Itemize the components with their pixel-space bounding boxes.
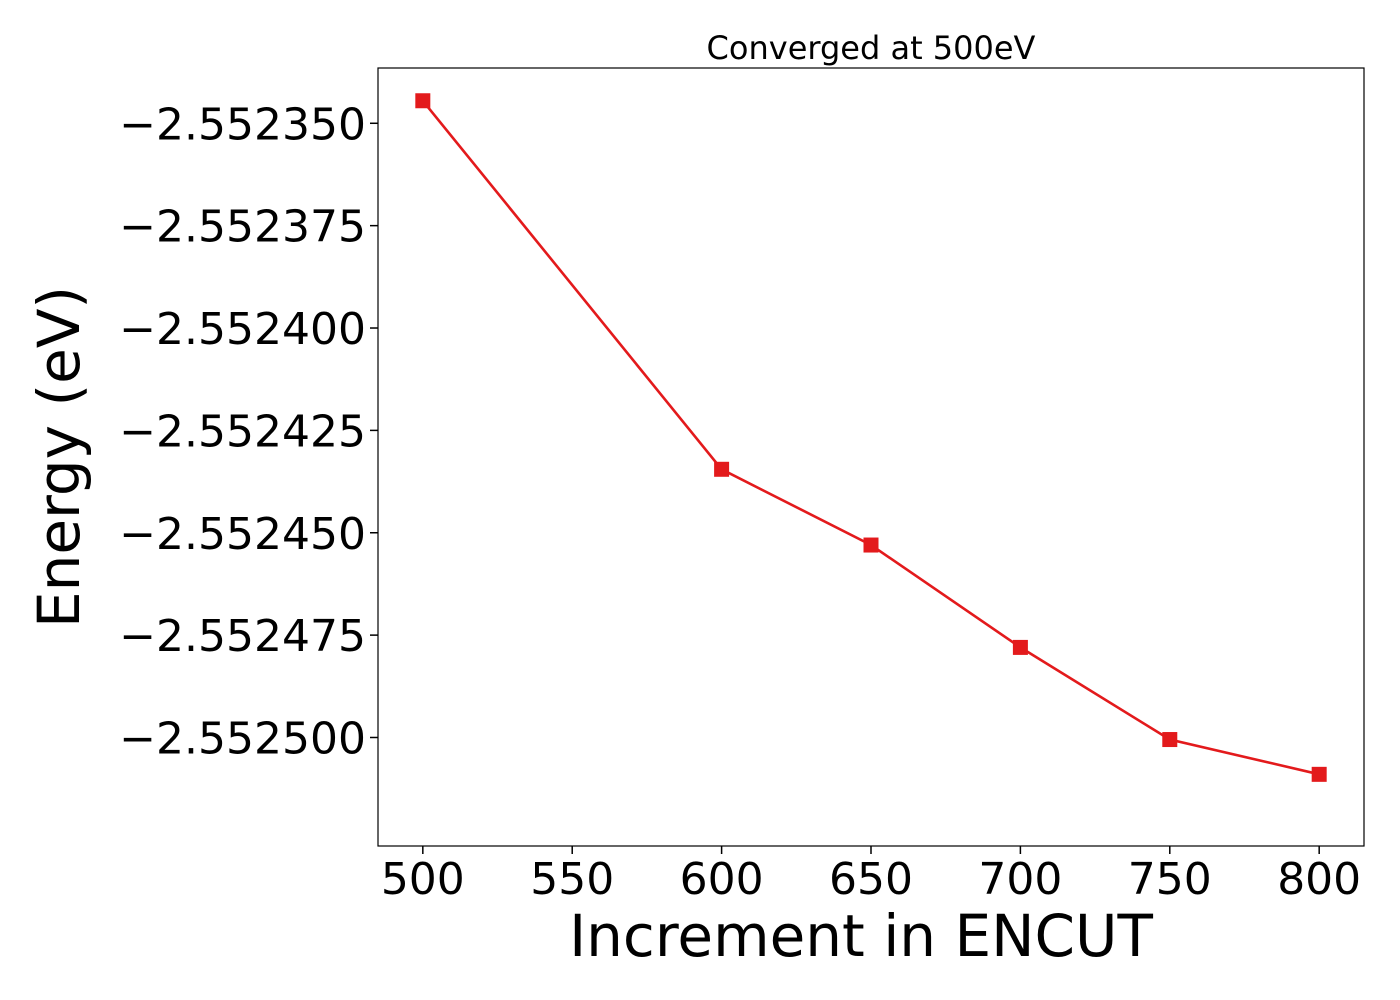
- x-tick-label: 800: [1277, 854, 1361, 905]
- data-point-marker: [714, 461, 730, 477]
- plot-frame: [377, 67, 1365, 847]
- x-tick-label: 500: [381, 854, 465, 905]
- y-tick-label: −2.552425: [119, 406, 366, 457]
- y-axis-label: Energy (eV): [25, 286, 93, 628]
- y-tick-label: −2.552350: [119, 99, 366, 150]
- y-tick-label: −2.552500: [119, 713, 366, 764]
- y-ticks: −2.552350 −2.552375 −2.552400 −2.552425 −2.5…: [119, 99, 378, 764]
- data-point-marker: [1012, 639, 1028, 655]
- x-tick-label: 550: [530, 854, 614, 905]
- x-tick-label: 650: [829, 854, 913, 905]
- series-layer: [415, 93, 1327, 782]
- x-axis-label: Increment in ENCUT: [569, 902, 1153, 970]
- data-point-marker: [1311, 766, 1327, 782]
- x-ticks: 500 550 600 650 700 750 800: [381, 846, 1361, 905]
- data-point-marker: [415, 93, 431, 109]
- y-tick-label: −2.552400: [119, 304, 366, 355]
- x-tick-label: 600: [680, 854, 764, 905]
- x-tick-label: 700: [978, 854, 1062, 905]
- data-point-marker: [863, 537, 879, 553]
- y-tick-label: −2.552450: [119, 509, 366, 560]
- data-point-marker: [1162, 732, 1178, 748]
- series-line: [421, 99, 1320, 776]
- y-tick-label: −2.552475: [119, 611, 366, 662]
- y-tick-label: −2.552375: [119, 202, 366, 253]
- x-tick-label: 750: [1128, 854, 1212, 905]
- chart-title: Converged at 500eV: [707, 29, 1036, 67]
